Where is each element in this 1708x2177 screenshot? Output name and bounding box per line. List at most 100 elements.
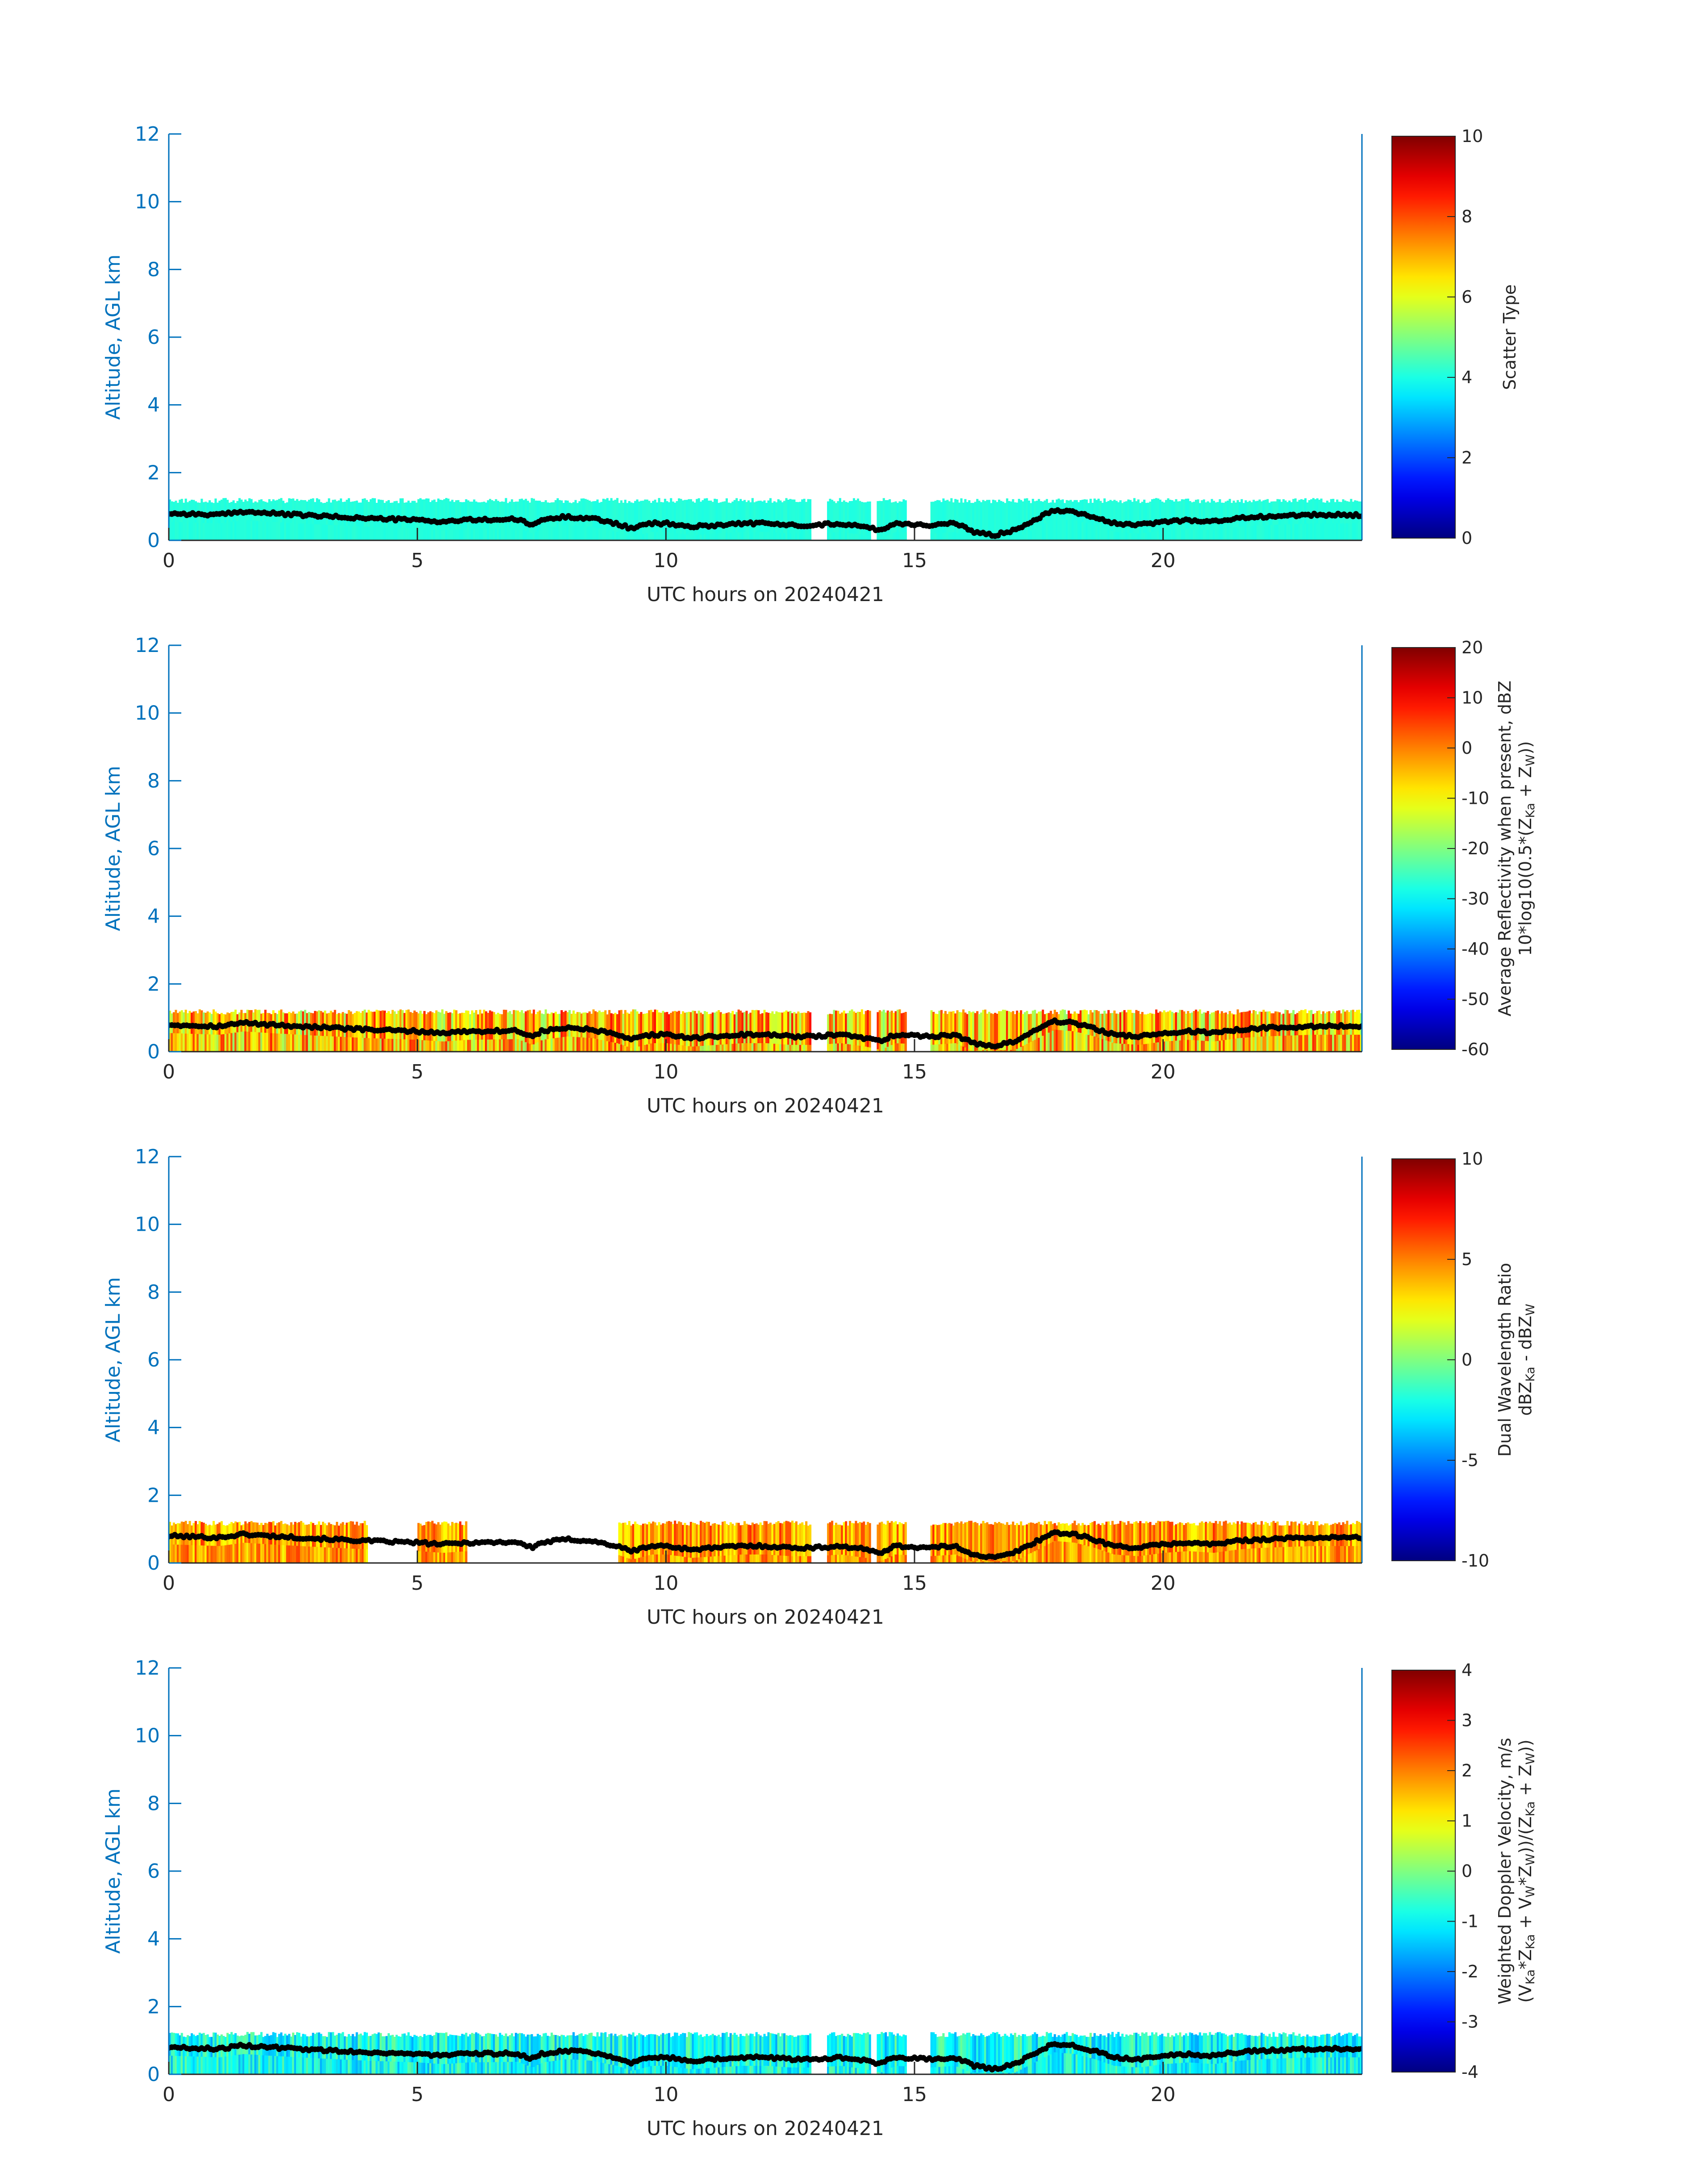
echo-column (714, 1523, 716, 1563)
echo-column-lower (284, 522, 287, 540)
echo-column (1235, 502, 1237, 540)
echo-column-lower (697, 1557, 700, 1563)
echo-column-lower (242, 1031, 245, 1052)
echo-column-lower (707, 1557, 710, 1563)
echo-column (252, 1522, 255, 1563)
echo-column-lower (729, 1044, 732, 1052)
echo-column-lower (282, 2056, 284, 2074)
echo-column-lower (1139, 1045, 1142, 1052)
echo-column-lower (783, 533, 786, 540)
echo-column-lower (1125, 1044, 1128, 1052)
echo-column-lower (326, 525, 328, 540)
echo-column-lower (692, 1558, 694, 1563)
echo-column-lower (801, 533, 804, 540)
echo-column-lower (477, 528, 480, 540)
echo-column-lower (886, 1047, 889, 1052)
echo-column-lower (578, 1037, 581, 1052)
echo-column-lower (326, 1547, 328, 1563)
echo-column-lower (731, 1555, 734, 1563)
echo-column-lower (893, 1555, 895, 1563)
echo-column (1008, 1011, 1011, 1052)
echo-column (216, 502, 219, 540)
echo-column-lower (733, 532, 736, 540)
echo-column (1129, 1010, 1132, 1052)
echo-column (737, 1009, 740, 1052)
echo-column-lower (1356, 1035, 1358, 1052)
echo-column-lower (1095, 1548, 1098, 1563)
echo-column-lower (1173, 529, 1175, 540)
echo-column-lower (465, 528, 468, 540)
echo-column-lower (837, 1554, 839, 1563)
echo-column (731, 1011, 734, 1052)
echo-column (169, 1011, 171, 1052)
echo-column (358, 1525, 360, 1563)
echo-column (789, 1522, 792, 1563)
echo-column-lower (447, 530, 450, 540)
echo-column (224, 1014, 227, 1052)
y-tick-label: 2 (147, 1484, 160, 1507)
echo-column-lower (584, 1037, 587, 1052)
echo-column-lower (968, 1049, 971, 1052)
echo-column (586, 1013, 589, 1052)
echo-column (175, 501, 177, 540)
colorbar-tick-label: 0 (1462, 528, 1472, 548)
echo-column (1153, 498, 1156, 540)
echo-column (213, 1009, 215, 1052)
echo-column-lower (1306, 1546, 1309, 1563)
echo-column-lower (898, 532, 901, 540)
echo-column (841, 501, 844, 540)
echo-column-lower (1336, 1035, 1339, 1052)
echo-column (767, 500, 770, 540)
echo-column (228, 502, 231, 540)
echo-column-lower (187, 1545, 189, 1563)
echo-column-lower (1197, 1040, 1199, 1052)
echo-column (196, 1013, 199, 1052)
echo-column-lower (324, 2059, 326, 2074)
echo-column-lower (262, 1032, 265, 1052)
echo-column (248, 1010, 251, 1052)
echo-column (330, 2032, 332, 2074)
echo-column-lower (787, 1045, 790, 1052)
echo-column-lower (214, 2057, 217, 2074)
echo-column-lower (175, 1033, 177, 1052)
echo-column (1334, 1523, 1336, 1563)
y-axis-label: Altitude, AGL km (102, 1277, 125, 1442)
echo-column-lower (429, 1552, 432, 1563)
x-axis-label: UTC hours on 20240421 (647, 583, 884, 606)
echo-column-lower (397, 527, 400, 540)
echo-column-lower (427, 1040, 430, 1052)
echo-column (359, 502, 362, 540)
echo-column-lower (944, 1044, 947, 1052)
echo-column (270, 501, 273, 540)
echo-column-lower (1065, 519, 1068, 540)
echo-column-lower (994, 1561, 997, 1563)
echo-column-lower (618, 1555, 621, 1563)
echo-column-lower (483, 1040, 485, 1052)
echo-column (1274, 1523, 1277, 1563)
echo-column (1318, 500, 1321, 540)
echo-column-lower (1288, 1035, 1291, 1052)
echo-column (968, 1011, 971, 1052)
echo-column-lower (1113, 1554, 1116, 1563)
echo-column-lower (988, 1050, 990, 1052)
echo-column-lower (944, 532, 947, 540)
echo-column (757, 1010, 760, 1052)
echo-column (696, 1524, 698, 1563)
echo-column (976, 1011, 979, 1052)
echo-column-lower (324, 525, 326, 540)
echo-column-lower (640, 1557, 643, 1563)
echo-column-lower (435, 530, 438, 540)
echo-column (533, 498, 535, 540)
echo-column-lower (278, 2056, 280, 2074)
echo-column-lower (1232, 1039, 1235, 1052)
echo-column (1131, 1524, 1134, 1563)
echo-column-lower (936, 1044, 939, 1052)
echo-column-lower (946, 1555, 949, 1563)
echo-column-lower (714, 1556, 716, 1563)
colorbar-tick-label: 0 (1462, 738, 1472, 758)
echo-column-lower (421, 1551, 424, 1563)
echo-column-lower (509, 2062, 511, 2074)
echo-column-lower (473, 2062, 476, 2074)
x-tick-label: 15 (902, 1572, 927, 1595)
echo-column (688, 499, 690, 540)
